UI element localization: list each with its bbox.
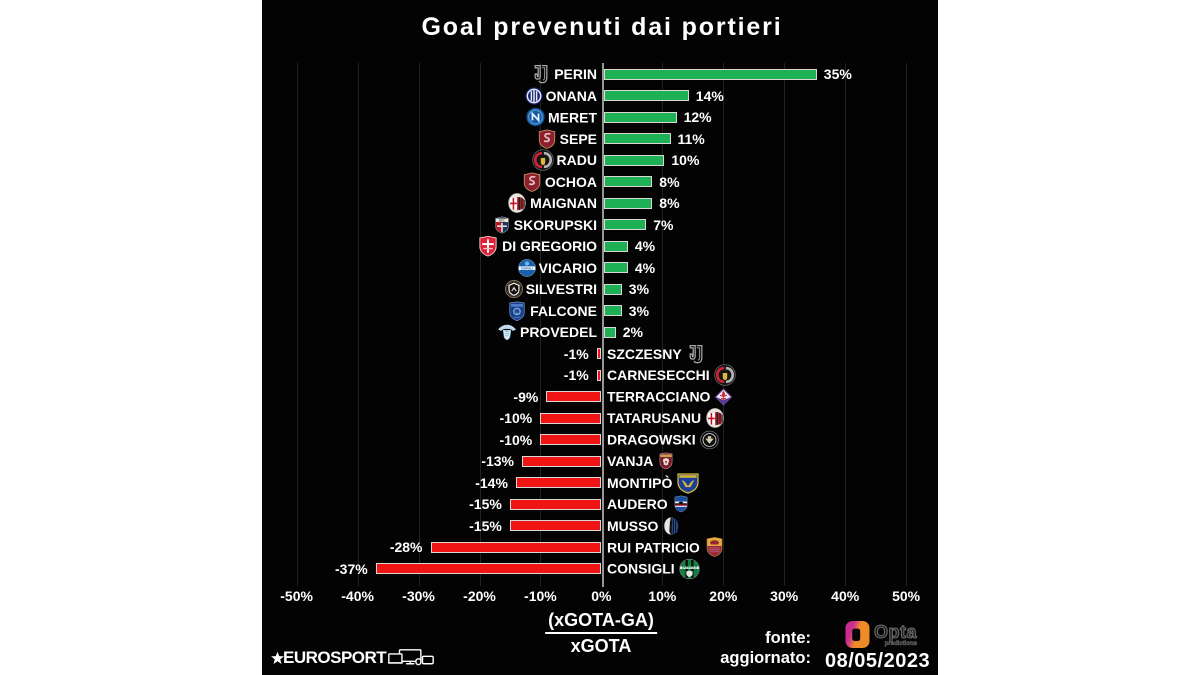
svg-text:BFC: BFC: [499, 218, 506, 222]
svg-text:EMPOLI: EMPOLI: [521, 266, 533, 270]
svg-text:SASSUOLO: SASSUOLO: [682, 565, 697, 569]
